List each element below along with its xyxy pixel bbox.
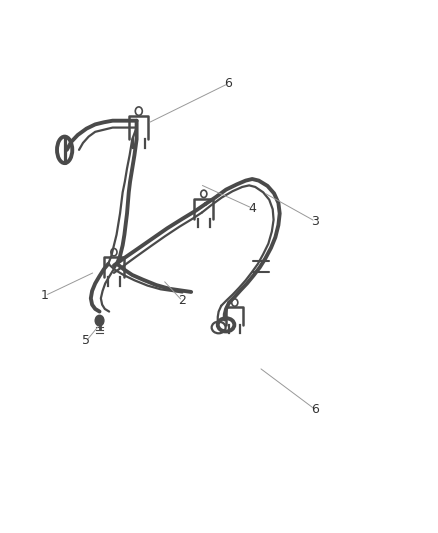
Text: 6: 6: [311, 403, 319, 416]
Circle shape: [95, 316, 104, 326]
Text: 3: 3: [311, 215, 319, 228]
Text: 4: 4: [248, 201, 255, 215]
Text: 5: 5: [82, 334, 90, 347]
Text: 6: 6: [224, 77, 232, 90]
Text: 1: 1: [41, 289, 49, 302]
Text: 2: 2: [178, 294, 186, 308]
